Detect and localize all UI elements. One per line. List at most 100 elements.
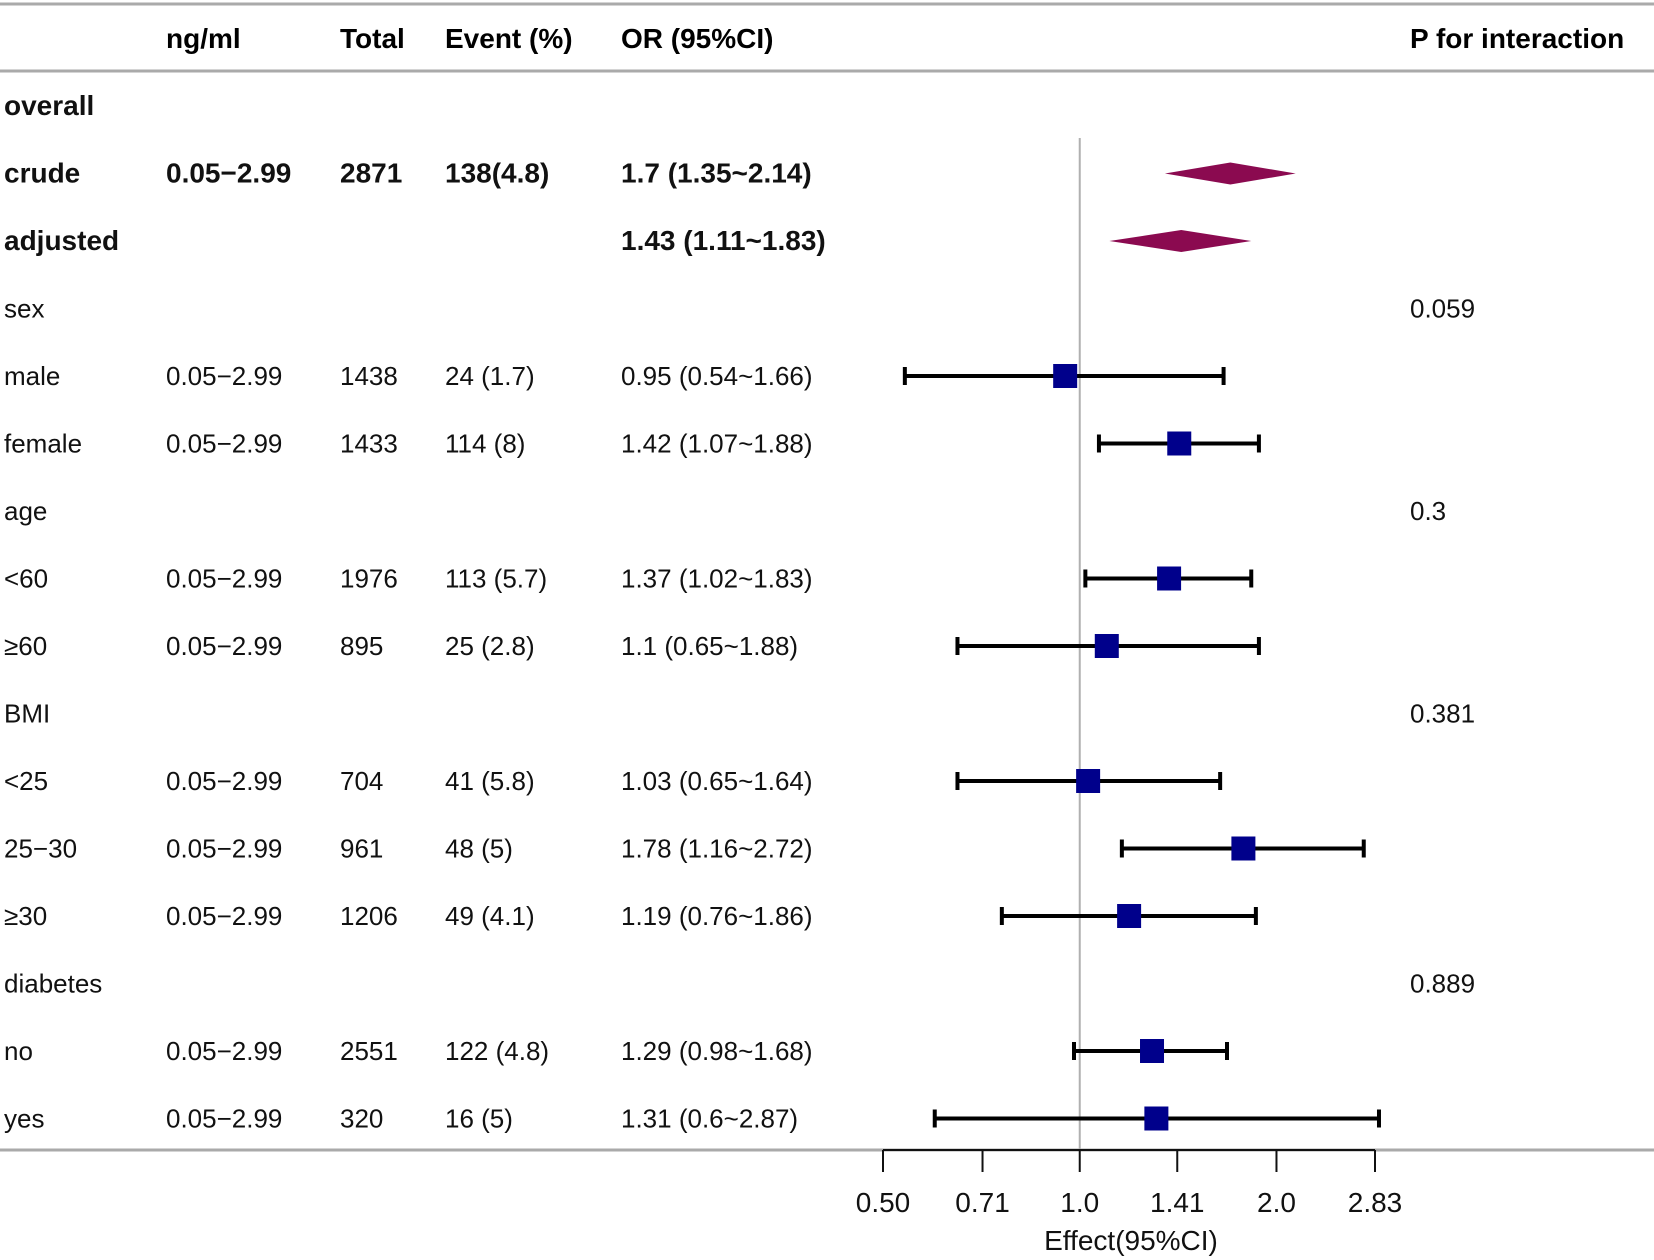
row-event: 24 (1.7) xyxy=(445,361,535,391)
row-or-ci: 1.43 (1.11~1.83) xyxy=(621,225,826,256)
row-or-ci: 1.31 (0.6~2.87) xyxy=(621,1104,798,1134)
row-event: 114 (8) xyxy=(445,429,525,459)
row-ng-range: 0.05−2.99 xyxy=(166,834,282,864)
row-total: 2871 xyxy=(340,158,402,189)
estimate-square xyxy=(1167,431,1192,456)
row-total: 2551 xyxy=(340,1036,398,1066)
estimate-square xyxy=(1117,904,1142,928)
row-label: diabetes xyxy=(4,969,102,999)
col-header-or: OR (95%CI) xyxy=(621,23,773,54)
table-row: ≥30 0.05−2.99 1206 49 (4.1) 1.19 (0.76~1.86) xyxy=(4,901,813,931)
row-ng-range: 0.05−2.99 xyxy=(166,158,291,189)
row-total: 704 xyxy=(340,766,383,796)
row-ng-range: 0.05−2.99 xyxy=(166,1104,282,1134)
row-event: 41 (5.8) xyxy=(445,766,535,796)
row-total: 1433 xyxy=(340,429,398,459)
table-row: overall xyxy=(4,90,94,121)
row-label: yes xyxy=(4,1104,44,1134)
row-or-ci: 1.29 (0.98~1.68) xyxy=(621,1036,813,1066)
row-or-ci: 1.1 (0.65~1.88) xyxy=(621,631,798,661)
row-label: 25−30 xyxy=(4,834,77,864)
table-row: female 0.05−2.99 1433 114 (8) 1.42 (1.07~1.8… xyxy=(4,429,813,459)
row-or-ci: 1.03 (0.65~1.64) xyxy=(621,766,813,796)
x-tick-label: 2.0 xyxy=(1257,1187,1296,1218)
x-tick-label: 2.83 xyxy=(1348,1187,1403,1218)
plot-marks xyxy=(902,138,1381,1150)
col-header-event: Event (%) xyxy=(445,23,573,54)
x-tick-label: 0.71 xyxy=(955,1187,1010,1218)
row-ng-range: 0.05−2.99 xyxy=(166,361,282,391)
summary-diamond xyxy=(1164,162,1296,185)
row-or-ci: 1.42 (1.07~1.88) xyxy=(621,429,813,459)
row-or-ci: 1.78 (1.16~2.72) xyxy=(621,834,813,864)
row-event: 49 (4.1) xyxy=(445,901,535,931)
row-p-interaction: 0.3 xyxy=(1410,496,1446,526)
col-header-p: P for interaction xyxy=(1410,23,1624,54)
table-row: BMI 0.381 xyxy=(4,699,1475,729)
row-or-ci: 1.37 (1.02~1.83) xyxy=(621,564,813,594)
row-event: 48 (5) xyxy=(445,834,513,864)
row-label: adjusted xyxy=(4,225,119,256)
col-header-ng: ng/ml xyxy=(166,23,241,54)
row-ng-range: 0.05−2.99 xyxy=(166,631,282,661)
row-ng-range: 0.05−2.99 xyxy=(166,1036,282,1066)
row-label: male xyxy=(4,361,60,391)
estimate-square xyxy=(1076,769,1101,793)
row-label: no xyxy=(4,1036,33,1066)
estimate-square xyxy=(1157,566,1182,591)
estimate-square xyxy=(1053,364,1078,388)
row-label: BMI xyxy=(4,699,50,729)
row-event: 16 (5) xyxy=(445,1104,513,1134)
table-row: yes 0.05−2.99 320 16 (5) 1.31 (0.6~2.87) xyxy=(4,1104,798,1134)
table-row: 25−30 0.05−2.99 961 48 (5) 1.78 (1.16~2.72) xyxy=(4,834,813,864)
row-total: 961 xyxy=(340,834,383,864)
table-row: age 0.3 xyxy=(4,496,1446,526)
row-label: sex xyxy=(4,294,44,324)
row-total: 895 xyxy=(340,631,383,661)
estimate-square xyxy=(1144,1106,1169,1131)
row-or-ci: 1.7 (1.35~2.14) xyxy=(621,158,812,189)
table-row: adjusted 1.43 (1.11~1.83) xyxy=(4,225,826,256)
estimate-square xyxy=(1231,836,1256,861)
row-label: overall xyxy=(4,90,94,121)
row-label: ≥60 xyxy=(4,631,47,661)
table-row: sex 0.059 xyxy=(4,294,1475,324)
row-ng-range: 0.05−2.99 xyxy=(166,429,282,459)
row-ng-range: 0.05−2.99 xyxy=(166,766,282,796)
table-row: diabetes 0.889 xyxy=(4,969,1475,999)
x-tick-label: 0.50 xyxy=(856,1187,911,1218)
x-axis: 0.50 0.71 1.0 1.41 2.0 2.83 xyxy=(856,1149,1403,1218)
row-event: 113 (5.7) xyxy=(445,564,547,594)
x-tick-label: 1.41 xyxy=(1150,1187,1205,1218)
row-event: 122 (4.8) xyxy=(445,1036,549,1066)
row-or-ci: 1.19 (0.76~1.86) xyxy=(621,901,813,931)
row-label: <25 xyxy=(4,766,48,796)
table-body: overall crude 0.05−2.99 2871 138(4.8) 1.7 (1.… xyxy=(4,90,1475,1134)
col-header-total: Total xyxy=(340,23,405,54)
summary-diamond xyxy=(1109,230,1252,252)
table-row: <25 0.05−2.99 704 41 (5.8) 1.03 (0.65~1.64) xyxy=(4,766,813,796)
row-total: 1438 xyxy=(340,361,398,391)
x-axis-title: Effect(95%CI) xyxy=(1044,1225,1218,1256)
estimate-square xyxy=(1094,634,1119,658)
estimate-square xyxy=(1140,1039,1165,1063)
row-p-interaction: 0.381 xyxy=(1410,699,1475,729)
table-row: ≥60 0.05−2.99 895 25 (2.8) 1.1 (0.65~1.88) xyxy=(4,631,798,661)
table-row: crude 0.05−2.99 2871 138(4.8) 1.7 (1.35~2.14… xyxy=(4,158,812,189)
row-label: female xyxy=(4,429,82,459)
row-label: <60 xyxy=(4,564,48,594)
row-event: 138(4.8) xyxy=(445,158,549,189)
row-total: 1976 xyxy=(340,564,398,594)
row-ng-range: 0.05−2.99 xyxy=(166,564,282,594)
row-label: ≥30 xyxy=(4,901,47,931)
row-or-ci: 0.95 (0.54~1.66) xyxy=(621,361,813,391)
row-total: 1206 xyxy=(340,901,398,931)
row-ng-range: 0.05−2.99 xyxy=(166,901,282,931)
row-label: crude xyxy=(4,158,80,189)
x-tick-label: 1.0 xyxy=(1060,1187,1099,1218)
table-row: no 0.05−2.99 2551 122 (4.8) 1.29 (0.98~1.68) xyxy=(4,1036,813,1066)
row-label: age xyxy=(4,496,47,526)
table-row: <60 0.05−2.99 1976 113 (5.7) 1.37 (1.02~1.83… xyxy=(4,564,813,594)
row-p-interaction: 0.889 xyxy=(1410,969,1475,999)
